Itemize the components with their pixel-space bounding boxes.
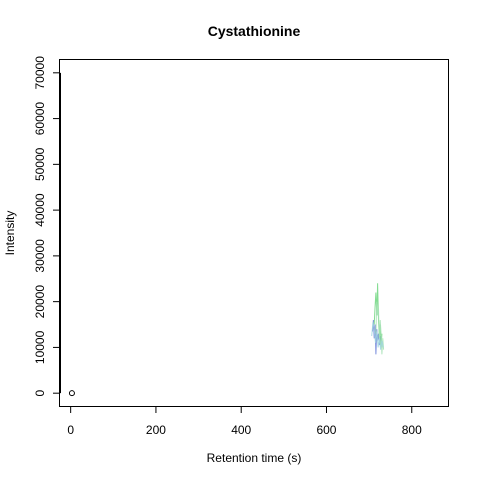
data-point-marker bbox=[68, 390, 75, 397]
y-tick-label: 30000 bbox=[33, 239, 47, 273]
series-line-3 bbox=[375, 301, 385, 355]
series-line-2 bbox=[373, 283, 383, 348]
y-tick-label: 0 bbox=[33, 390, 47, 397]
y-tick-label: 40000 bbox=[33, 193, 47, 227]
chart-title: Cystathionine bbox=[208, 23, 301, 39]
y-tick-label: 60000 bbox=[33, 102, 47, 136]
x-tick-label: 200 bbox=[146, 423, 166, 437]
y-axis-title: Intensity bbox=[3, 211, 17, 256]
y-tick-label: 70000 bbox=[33, 56, 47, 90]
y-axis: 0 10000 20000 30000 40000 50000 60000 70000 bbox=[33, 56, 61, 397]
series-line-4 bbox=[371, 322, 384, 350]
x-axis-title: Retention time (s) bbox=[207, 451, 302, 465]
y-tick-label: 50000 bbox=[33, 147, 47, 181]
x-tick-label: 0 bbox=[67, 423, 74, 437]
x-tick-label: 600 bbox=[316, 423, 336, 437]
x-tick-label: 400 bbox=[231, 423, 251, 437]
x-tick-label: 800 bbox=[402, 423, 422, 437]
series-layer bbox=[68, 283, 385, 397]
x-axis: 0 200 400 600 800 bbox=[67, 406, 422, 437]
y-tick-label: 10000 bbox=[33, 330, 47, 364]
y-tick-label: 20000 bbox=[33, 285, 47, 319]
